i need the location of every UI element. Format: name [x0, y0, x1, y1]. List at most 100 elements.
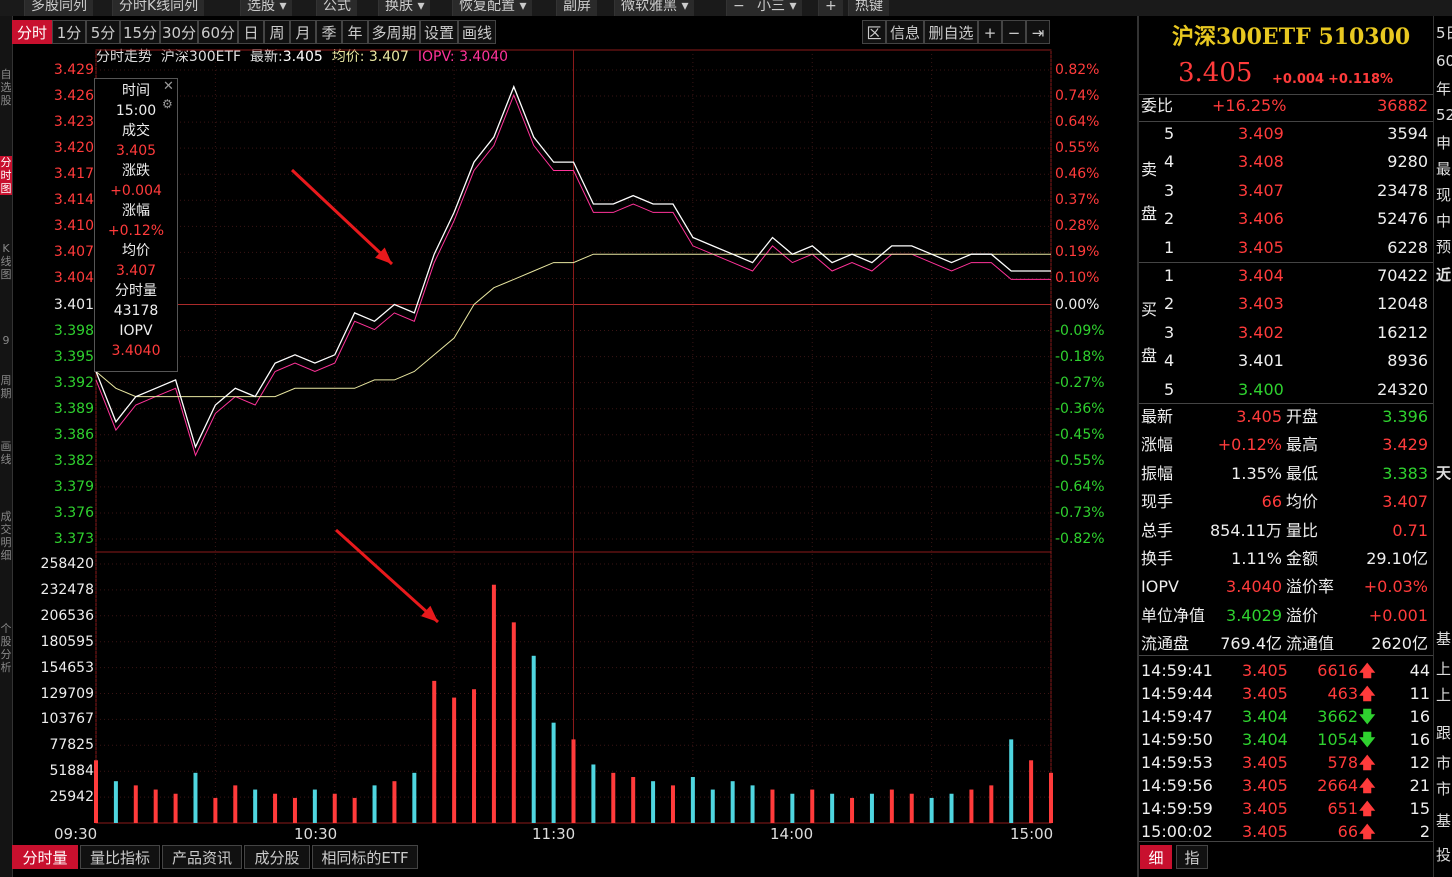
toolbar-item-0[interactable]: 多股同列	[24, 0, 93, 16]
stat-value: 3.383	[1382, 463, 1428, 483]
panel-divider	[1139, 655, 1433, 656]
period-tab-12[interactable]: 设置	[420, 20, 458, 44]
far-right-item: 跟	[1436, 724, 1452, 742]
left-strip-item-3[interactable]: 9	[2, 334, 10, 347]
pct-tick-right: -0.18%	[1055, 348, 1105, 365]
pct-tick-right: -0.82%	[1055, 531, 1105, 547]
toolbar-item-8[interactable]: 小三 ▾	[750, 0, 803, 16]
buy-price[interactable]: 3.402	[1238, 322, 1284, 342]
period-tab-7[interactable]: 周	[264, 20, 290, 44]
time-tick: 14:00	[770, 825, 814, 843]
chart-tool-5[interactable]: ⇥	[1026, 20, 1050, 44]
period-tab-11[interactable]: 多周期	[368, 20, 420, 44]
toolbar-plus-icon[interactable]: +	[818, 0, 843, 16]
stat-value: 66	[1261, 492, 1282, 512]
volume-bar	[869, 793, 874, 823]
toolbar-item-2[interactable]: 选股 ▾	[240, 0, 293, 16]
tooltip-settings-icon[interactable]: ⚙	[162, 97, 173, 111]
stat-label: 总手	[1141, 520, 1174, 540]
pct-tick-right: -0.45%	[1055, 426, 1105, 443]
sell-price[interactable]: 3.409	[1238, 124, 1284, 143]
buy-price[interactable]: 3.400	[1238, 379, 1284, 399]
volume-bar	[233, 785, 238, 823]
volume-bar	[332, 793, 337, 823]
toolbar-item-4[interactable]: 换肤 ▾	[378, 0, 431, 16]
chart-tool-4[interactable]: −	[1002, 20, 1026, 44]
bottom-tab-3[interactable]: 成分股	[244, 845, 310, 869]
tooltip-close-icon[interactable]: ✕	[163, 79, 174, 94]
intraday-chart[interactable]	[0, 0, 1137, 845]
left-strip-item-2[interactable]: K 线 图	[0, 242, 12, 281]
sell-price[interactable]: 3.405	[1238, 237, 1284, 257]
detail-tab[interactable]: 细	[1140, 845, 1172, 869]
left-strip-item-5[interactable]: 画 线	[0, 440, 12, 466]
chart-tool-1[interactable]: 信息	[886, 20, 924, 44]
bottom-tab-0[interactable]: 分时量	[12, 845, 78, 869]
chart-tool-2[interactable]: 删自选	[924, 20, 978, 44]
left-strip-item-6[interactable]: 成 交 明 细	[0, 510, 12, 562]
price-tick-left: 3.417	[53, 166, 94, 183]
tick-time: 14:59:56	[1141, 776, 1213, 795]
chart-tool-0[interactable]: 区	[862, 20, 886, 44]
bottom-tab-2[interactable]: 产品资讯	[162, 845, 242, 869]
volume-bar	[710, 789, 715, 823]
top-toolbar: 多股同列 分时K线同列 选股 ▾ 公式 换肤 ▾ 恢复配置 ▾ 副屏 微软雅黑 ▾ 小三 ▾ 热键…	[0, 0, 1452, 16]
stat-label: 流通盘	[1141, 634, 1190, 654]
tick-volume: 66	[1337, 822, 1358, 841]
toolbar-item-6[interactable]: 副屏	[556, 0, 597, 16]
panel-divider	[1139, 94, 1433, 95]
buy-price[interactable]: 3.401	[1238, 351, 1284, 371]
period-tab-3[interactable]: 15分	[120, 20, 160, 44]
stat-value: 769.4亿	[1220, 634, 1282, 654]
volume-bar	[969, 789, 974, 823]
arrow-down-icon: 🡇	[1359, 730, 1376, 749]
sell-volume: 3594	[1387, 124, 1428, 143]
tick-time: 14:59:44	[1141, 684, 1213, 703]
toolbar-minus-icon[interactable]: −	[726, 0, 751, 16]
left-strip-item-7[interactable]: 个 股 分 析	[0, 622, 12, 674]
stat-label: 现手	[1141, 492, 1174, 512]
period-tab-2[interactable]: 5分	[86, 20, 120, 44]
stat-value: 3.396	[1382, 407, 1428, 426]
crosshair-tooltip: ✕ ⚙ 时间 15:00 成交 3.405 涨跌 +0.004 涨幅 +0.12…	[94, 78, 178, 372]
price-tick-left: 3.392	[53, 374, 94, 391]
sell-level: 5	[1164, 124, 1175, 143]
buy-price[interactable]: 3.404	[1238, 266, 1284, 285]
period-tab-0[interactable]: 分时	[12, 20, 52, 44]
bottom-tab-4[interactable]: 相同标的ETF	[312, 845, 418, 869]
buy-level: 3	[1164, 322, 1175, 342]
panel-divider	[1139, 262, 1433, 263]
buy-level: 4	[1164, 351, 1175, 371]
index-tab[interactable]: 指	[1176, 845, 1208, 869]
price-tick-left: 3.395	[53, 348, 94, 365]
chart-tool-3[interactable]: +	[978, 20, 1002, 44]
period-tab-1[interactable]: 1分	[52, 20, 86, 44]
left-strip-item-1[interactable]: 分 时 图	[0, 156, 12, 195]
sell-price[interactable]: 3.407	[1238, 180, 1284, 200]
period-tab-8[interactable]: 月	[290, 20, 316, 44]
period-tab-6[interactable]: 日	[238, 20, 264, 44]
sell-price[interactable]: 3.408	[1238, 152, 1284, 172]
left-strip-item-4[interactable]: 周 期	[0, 374, 12, 400]
stat-label: IOPV	[1141, 577, 1179, 597]
toolbar-item-1[interactable]: 分时K线同列	[112, 0, 205, 16]
bottom-tab-1[interactable]: 量比指标	[80, 845, 160, 869]
tick-count: 16	[1409, 730, 1430, 749]
toolbar-item-9[interactable]: 热键	[848, 0, 889, 16]
period-tab-13[interactable]: 画线	[458, 20, 496, 44]
left-strip-item-0[interactable]: 自 选 股	[0, 68, 12, 107]
period-tab-5[interactable]: 60分	[198, 20, 238, 44]
period-tab-4[interactable]: 30分	[160, 20, 198, 44]
toolbar-item-7[interactable]: 微软雅黑 ▾	[614, 0, 695, 16]
tick-count: 16	[1409, 707, 1430, 726]
toolbar-item-5[interactable]: 恢复配置 ▾	[452, 0, 533, 16]
period-tab-10[interactable]: 年	[342, 20, 368, 44]
tip-deal-label: 成交	[122, 123, 150, 139]
buy-price[interactable]: 3.403	[1238, 294, 1284, 314]
toolbar-item-3[interactable]: 公式	[316, 0, 357, 16]
far-right-item: 市	[1436, 754, 1452, 772]
volume-bar	[830, 793, 835, 823]
sell-price[interactable]: 3.406	[1238, 209, 1284, 229]
series-line-0	[95, 84, 1051, 449]
period-tab-9[interactable]: 季	[316, 20, 342, 44]
